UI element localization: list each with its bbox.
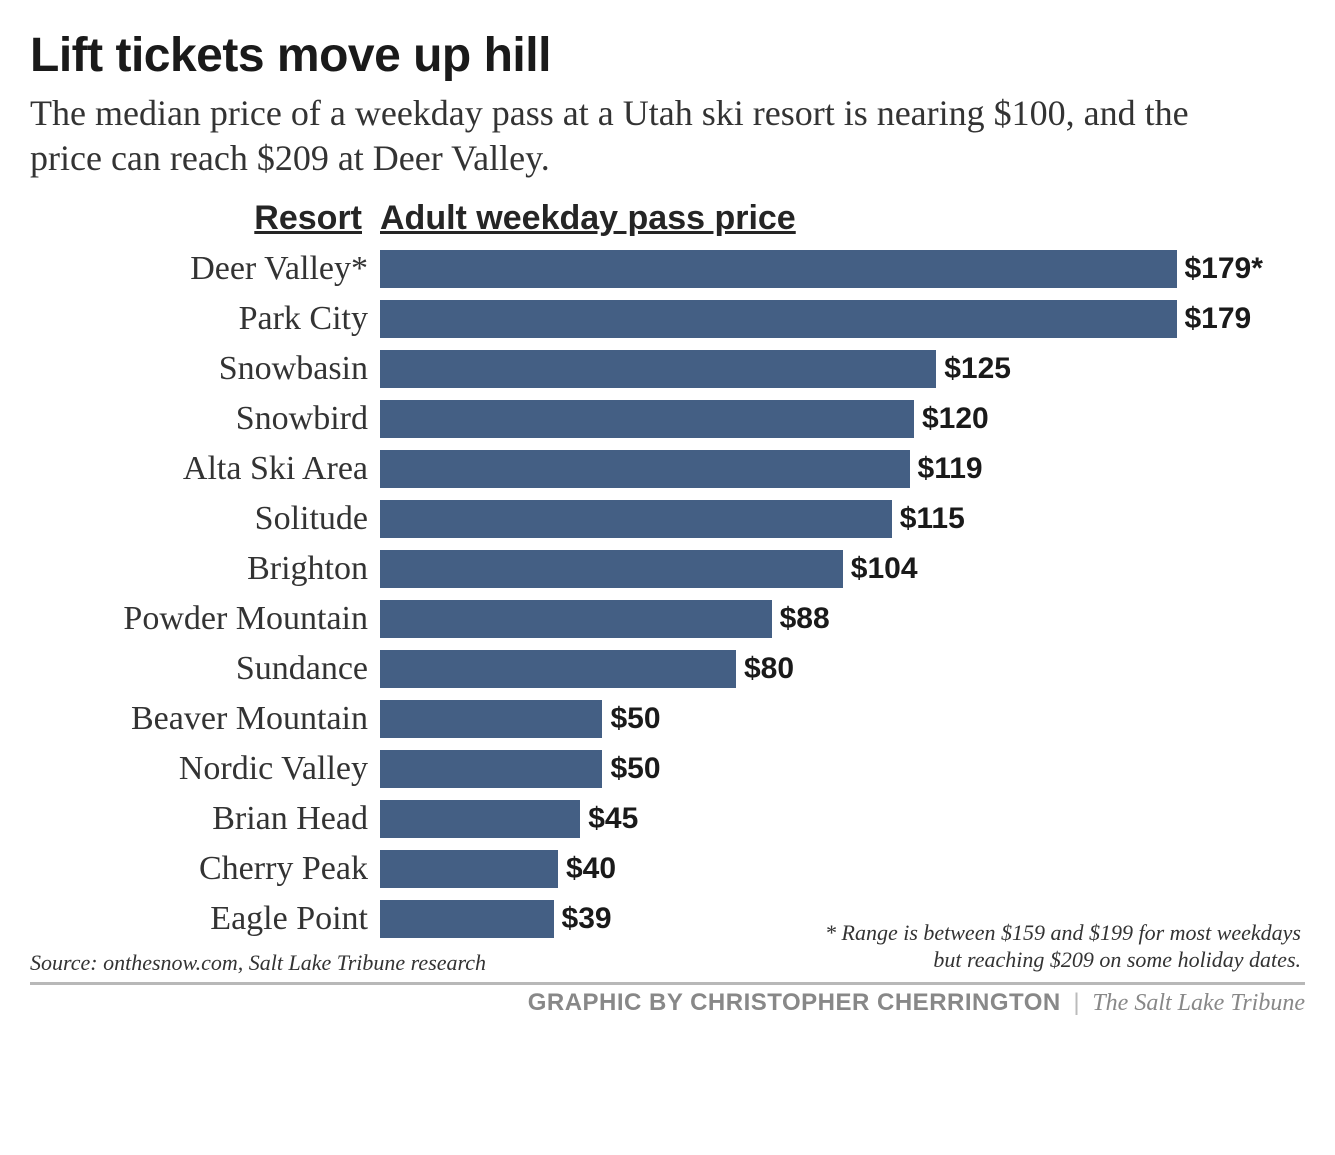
credit-publication: The Salt Lake Tribune bbox=[1092, 990, 1305, 1016]
chart-footer: * Range is between $159 and $199 for mos… bbox=[30, 950, 1305, 1017]
price-label: $50 bbox=[610, 752, 660, 786]
resort-label: Park City bbox=[30, 300, 380, 338]
chart-row: Brian Head $45 bbox=[30, 794, 1305, 844]
footnote-line1: * Range is between $159 and $199 for mos… bbox=[825, 920, 1301, 945]
chart-row: Alta Ski Area $119 bbox=[30, 444, 1305, 494]
bar bbox=[380, 700, 602, 738]
resort-label: Eagle Point bbox=[30, 900, 380, 938]
bar-cell: $45 bbox=[380, 800, 1305, 838]
bar-cell: $50 bbox=[380, 750, 1305, 788]
price-label: $39 bbox=[562, 902, 612, 936]
bar bbox=[380, 500, 892, 538]
resort-label: Snowbird bbox=[30, 400, 380, 438]
resort-label: Brighton bbox=[30, 550, 380, 588]
bar-cell: $179 bbox=[380, 300, 1305, 338]
resort-label: Powder Mountain bbox=[30, 600, 380, 638]
chart-row: Nordic Valley $50 bbox=[30, 744, 1305, 794]
bar bbox=[380, 750, 602, 788]
resort-label: Brian Head bbox=[30, 800, 380, 838]
bar bbox=[380, 650, 736, 688]
price-label: $179* bbox=[1185, 252, 1263, 286]
chart-row: Park City $179 bbox=[30, 294, 1305, 344]
price-label: $120 bbox=[922, 402, 989, 436]
price-label: $119 bbox=[918, 452, 983, 486]
footnote: * Range is between $159 and $199 for mos… bbox=[825, 920, 1301, 973]
bar-chart: Resort Adult weekday pass price Deer Val… bbox=[30, 199, 1305, 944]
price-label: $50 bbox=[610, 702, 660, 736]
price-label: $125 bbox=[944, 352, 1011, 386]
footnote-line2: but reaching $209 on some holiday dates. bbox=[933, 947, 1301, 972]
bar bbox=[380, 900, 554, 938]
resort-label: Cherry Peak bbox=[30, 850, 380, 888]
price-label: $80 bbox=[744, 652, 794, 686]
chart-row: Beaver Mountain $50 bbox=[30, 694, 1305, 744]
bar-cell: $125 bbox=[380, 350, 1305, 388]
chart-row: Cherry Peak $40 bbox=[30, 844, 1305, 894]
chart-row: Solitude $115 bbox=[30, 494, 1305, 544]
price-label: $179 bbox=[1185, 302, 1252, 336]
chart-row: Powder Mountain $88 bbox=[30, 594, 1305, 644]
price-label: $45 bbox=[588, 802, 638, 836]
bar-cell: $119 bbox=[380, 450, 1305, 488]
resort-label: Alta Ski Area bbox=[30, 450, 380, 488]
column-headers: Resort Adult weekday pass price bbox=[30, 199, 1305, 238]
resort-label: Nordic Valley bbox=[30, 750, 380, 788]
bar-cell: $88 bbox=[380, 600, 1305, 638]
chart-row: Sundance $80 bbox=[30, 644, 1305, 694]
bar bbox=[380, 250, 1177, 288]
header-price: Adult weekday pass price bbox=[380, 199, 796, 238]
credit-byline: GRAPHIC BY CHRISTOPHER CHERRINGTON bbox=[528, 989, 1061, 1016]
bar-cell: $104 bbox=[380, 550, 1305, 588]
bar-cell: $50 bbox=[380, 700, 1305, 738]
chart-row: Deer Valley* $179* bbox=[30, 244, 1305, 294]
credit-bar: GRAPHIC BY CHRISTOPHER CHERRINGTON | The… bbox=[30, 982, 1305, 1017]
resort-label: Deer Valley* bbox=[30, 250, 380, 288]
resort-label: Snowbasin bbox=[30, 350, 380, 388]
bar bbox=[380, 550, 843, 588]
bar bbox=[380, 600, 772, 638]
resort-label: Beaver Mountain bbox=[30, 700, 380, 738]
chart-rows: Deer Valley* $179* Park City $179 Snowbasin $… bbox=[30, 244, 1305, 944]
chart-row: Brighton $104 bbox=[30, 544, 1305, 594]
bar-cell: $120 bbox=[380, 400, 1305, 438]
chart-row: Snowbird $120 bbox=[30, 394, 1305, 444]
chart-subtitle: The median price of a weekday pass at a … bbox=[30, 91, 1230, 181]
chart-title: Lift tickets move up hill bbox=[30, 28, 1305, 83]
price-label: $88 bbox=[780, 602, 830, 636]
bar bbox=[380, 800, 580, 838]
header-resort: Resort bbox=[30, 199, 380, 238]
credit-separator: | bbox=[1067, 989, 1085, 1016]
chart-row: Snowbasin $125 bbox=[30, 344, 1305, 394]
price-label: $40 bbox=[566, 852, 616, 886]
resort-label: Solitude bbox=[30, 500, 380, 538]
bar-cell: $115 bbox=[380, 500, 1305, 538]
price-label: $115 bbox=[900, 502, 965, 536]
bar-cell: $80 bbox=[380, 650, 1305, 688]
bar bbox=[380, 400, 914, 438]
bar-cell: $40 bbox=[380, 850, 1305, 888]
resort-label: Sundance bbox=[30, 650, 380, 688]
bar bbox=[380, 450, 910, 488]
bar bbox=[380, 300, 1177, 338]
bar bbox=[380, 850, 558, 888]
bar-cell: $179* bbox=[380, 250, 1305, 288]
bar bbox=[380, 350, 936, 388]
price-label: $104 bbox=[851, 552, 918, 586]
